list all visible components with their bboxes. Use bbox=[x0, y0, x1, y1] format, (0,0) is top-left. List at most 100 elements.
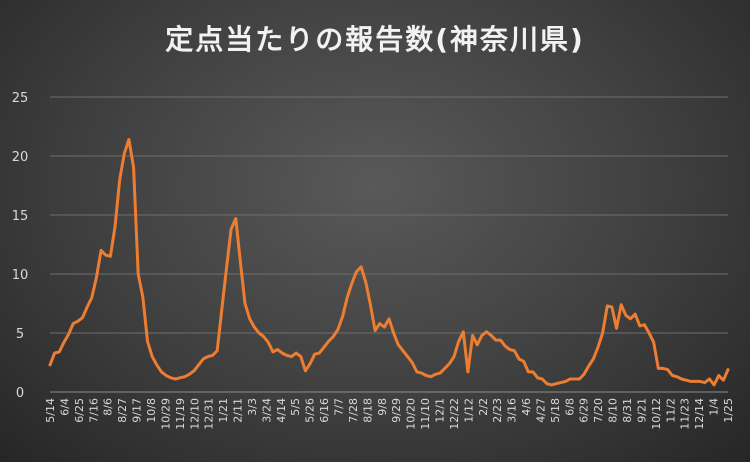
x-tick-label: 11/23 bbox=[679, 398, 692, 430]
x-tick-label: 6/4 bbox=[58, 398, 71, 416]
data-point bbox=[490, 334, 492, 336]
series-line bbox=[48, 138, 730, 387]
data-point bbox=[639, 325, 641, 327]
data-point bbox=[170, 377, 172, 379]
y-tick-label: 15 bbox=[12, 209, 29, 224]
data-point bbox=[355, 271, 358, 273]
data-point bbox=[499, 339, 502, 341]
data-point bbox=[643, 324, 646, 326]
data-point bbox=[425, 374, 427, 377]
data-point bbox=[667, 368, 669, 371]
data-point bbox=[657, 367, 659, 369]
data-point bbox=[198, 364, 200, 366]
x-tick-label: 9/17 bbox=[131, 398, 144, 423]
data-point bbox=[671, 374, 673, 377]
data-point bbox=[625, 314, 627, 316]
x-tick-label: 7/20 bbox=[592, 398, 605, 423]
data-point bbox=[504, 345, 506, 347]
data-point bbox=[411, 361, 413, 364]
data-point bbox=[458, 340, 460, 342]
data-point bbox=[72, 322, 74, 325]
data-point bbox=[420, 372, 423, 374]
data-point bbox=[309, 363, 311, 365]
x-tick-label: 6/8 bbox=[563, 398, 576, 416]
data-point bbox=[132, 167, 135, 169]
data-point bbox=[541, 378, 543, 380]
data-point bbox=[564, 380, 567, 382]
data-point bbox=[95, 276, 98, 279]
x-tick-label: 10/8 bbox=[145, 398, 158, 423]
data-point bbox=[680, 378, 683, 380]
x-tick-label: 5/5 bbox=[289, 398, 302, 416]
x-tick-label: 8/31 bbox=[621, 398, 634, 423]
x-tick-label: 10/12 bbox=[650, 398, 663, 430]
data-point bbox=[555, 383, 557, 385]
data-point bbox=[578, 378, 580, 380]
x-tick-label: 9/8 bbox=[376, 398, 389, 416]
data-point bbox=[54, 352, 56, 354]
data-point bbox=[546, 383, 548, 385]
x-tick-label: 6/29 bbox=[578, 398, 591, 423]
data-point bbox=[360, 266, 362, 268]
x-tick-label: 12/22 bbox=[448, 398, 461, 430]
data-point bbox=[444, 367, 446, 369]
data-point bbox=[574, 378, 576, 380]
data-point bbox=[179, 377, 181, 379]
data-point bbox=[374, 330, 376, 332]
data-point bbox=[592, 358, 594, 360]
data-point bbox=[49, 364, 51, 366]
data-point bbox=[119, 179, 121, 181]
data-point bbox=[495, 339, 497, 341]
x-tick-label: 7/7 bbox=[333, 398, 346, 416]
data-point bbox=[230, 228, 232, 230]
data-point bbox=[249, 318, 251, 320]
data-point bbox=[244, 302, 246, 305]
data-point bbox=[276, 348, 279, 351]
data-point bbox=[388, 318, 390, 320]
data-point bbox=[290, 356, 293, 358]
x-tick-label: 1/12 bbox=[462, 398, 475, 423]
data-point bbox=[58, 351, 60, 353]
data-point bbox=[351, 282, 353, 285]
x-tick-label: 2/11 bbox=[232, 398, 245, 423]
data-point bbox=[699, 380, 701, 382]
x-tick-label: 12/1 bbox=[433, 398, 446, 423]
data-point bbox=[123, 153, 125, 155]
data-point bbox=[67, 333, 70, 335]
data-point bbox=[606, 305, 608, 307]
data-point bbox=[569, 378, 571, 380]
data-point bbox=[174, 378, 176, 380]
data-point bbox=[109, 255, 111, 257]
data-point bbox=[713, 384, 715, 386]
data-point bbox=[114, 226, 116, 228]
data-point bbox=[406, 356, 409, 358]
data-point bbox=[434, 373, 437, 375]
data-point bbox=[685, 379, 687, 381]
data-point bbox=[527, 371, 529, 373]
data-point bbox=[509, 348, 511, 351]
data-point bbox=[416, 371, 418, 373]
x-tick-label: 11/19 bbox=[174, 398, 187, 430]
data-point bbox=[225, 267, 228, 269]
data-point bbox=[193, 370, 195, 372]
data-point bbox=[77, 320, 79, 322]
data-point bbox=[332, 335, 334, 338]
x-tick-label: 3/3 bbox=[246, 398, 259, 416]
x-tick-label: 2/2 bbox=[477, 398, 490, 416]
data-point bbox=[439, 372, 441, 374]
y-tick-label: 25 bbox=[12, 91, 29, 106]
data-point bbox=[597, 346, 599, 348]
data-point bbox=[211, 354, 214, 357]
data-point bbox=[532, 371, 534, 373]
x-tick-label: 11/2 bbox=[664, 398, 677, 423]
x-tick-label: 7/16 bbox=[87, 398, 100, 423]
x-tick-label: 8/27 bbox=[116, 398, 129, 423]
data-point bbox=[722, 379, 724, 381]
x-tick-label: 7/28 bbox=[347, 398, 360, 423]
x-tick-label: 9/29 bbox=[390, 398, 403, 423]
data-point bbox=[620, 304, 622, 306]
x-tick-label: 8/10 bbox=[607, 398, 620, 423]
x-tick-label: 4/14 bbox=[275, 398, 288, 423]
series-group bbox=[48, 138, 730, 387]
